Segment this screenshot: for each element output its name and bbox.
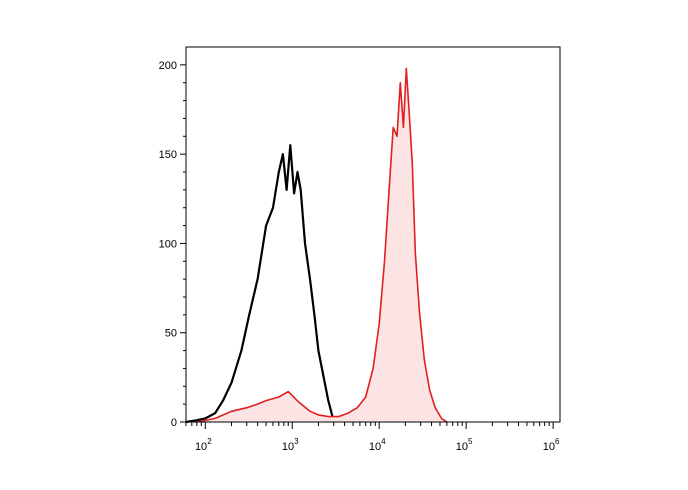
plot-frame [185,46,561,423]
x-tick-label-10000: 104 [369,437,386,453]
series-layer [185,67,448,424]
series-1-area [196,68,447,423]
x-axis: 102 103 104 105 106 [185,422,560,453]
y-tick-label-150: 150 [159,149,177,161]
x-tick-label-100: 102 [195,437,212,453]
y-axis: 0 50 100 150 200 [159,60,186,429]
y-tick-label-0: 0 [171,417,177,429]
x-tick-label-100000: 105 [456,437,473,453]
y-tick-label-200: 200 [159,60,177,72]
x-tick-label-1000: 103 [282,437,299,453]
series-1-line [196,67,448,423]
x-tick-label-1000000: 106 [543,437,560,453]
y-tick-label-100: 100 [159,238,177,250]
y-tick-label-50: 50 [165,328,177,340]
series-0-line [185,144,338,424]
